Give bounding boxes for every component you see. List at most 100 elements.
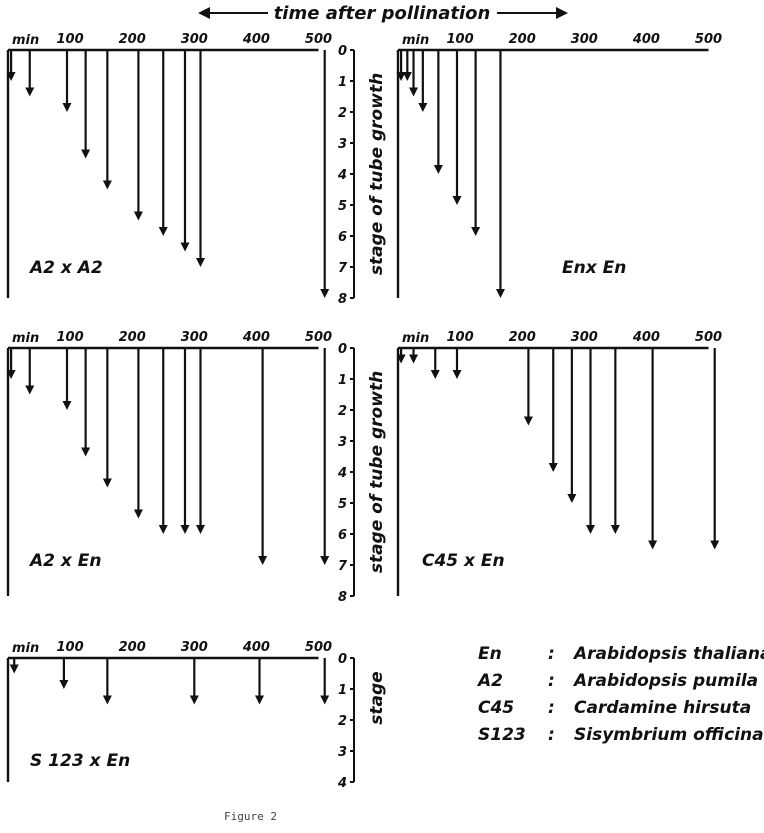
cross-label: Enx En: [562, 258, 626, 278]
growth-arrow-head: [6, 370, 16, 379]
growth-arrow-head: [409, 354, 419, 364]
growth-arrow-head: [62, 103, 72, 112]
min-label: min: [402, 331, 429, 346]
growth-arrow-head: [320, 556, 330, 565]
growth-arrow-head: [586, 525, 596, 534]
x-tick-label: 200: [509, 330, 536, 345]
x-tick-label: 400: [242, 32, 270, 47]
x-tick-label: 500: [305, 640, 332, 655]
stage-axis-title: stage of tube growth: [367, 371, 387, 573]
stage-tick-label: 6: [338, 230, 347, 245]
legend-row: C45: Cardamine hirsuta: [0, 698, 764, 722]
stage-tick-label: 8: [338, 292, 347, 307]
legend-code: C45: [478, 698, 515, 718]
stage-tick-label: 0: [338, 342, 347, 357]
growth-arrow-head: [548, 463, 558, 472]
legend-species: Arabidopsis thaliana: [574, 644, 764, 664]
growth-arrow-head: [9, 664, 19, 674]
growth-arrow-head: [396, 354, 406, 364]
stage-tick-label: 2: [338, 106, 347, 121]
growth-arrow-head: [102, 478, 112, 488]
x-tick-label: 100: [57, 640, 84, 655]
stage-tick-label: 1: [338, 373, 347, 388]
cross-label: A2 x A2: [28, 258, 103, 278]
x-tick-label: 100: [57, 32, 84, 47]
stage-tick-label: 0: [338, 44, 347, 59]
legend-separator: :: [548, 698, 555, 718]
legend-species: Sisymbrium officinale: [574, 725, 764, 745]
header-title: time after pollination: [274, 3, 491, 24]
stage-tick-label: 1: [338, 75, 347, 90]
growth-arrow-head: [255, 695, 265, 705]
x-tick-label: 400: [242, 330, 270, 345]
x-tick-label: 500: [305, 32, 332, 47]
growth-arrow-head: [102, 180, 112, 190]
x-tick-label: 400: [632, 330, 660, 345]
growth-arrow-head: [158, 525, 168, 534]
x-tick-label: 300: [571, 330, 598, 345]
panel-3: min 100 200 300 400 500 A2 x En 0 1 2 3 4 5 6 7 8 stage …: [6, 330, 387, 605]
growth-arrow-head: [610, 525, 620, 534]
growth-arrow-head: [196, 525, 206, 534]
x-tick-label: 300: [181, 32, 208, 47]
growth-arrow-head: [320, 289, 330, 298]
growth-arrow-head: [567, 494, 577, 503]
legend-separator: :: [548, 644, 555, 664]
growth-arrow-head: [320, 695, 330, 705]
stage-tick-label: 5: [338, 497, 347, 512]
cross-label: A2 x En: [28, 551, 102, 571]
growth-arrow-head: [25, 385, 35, 395]
x-tick-label: 200: [509, 32, 536, 47]
legend-code: A2: [478, 671, 503, 691]
growth-arrow-head: [158, 227, 168, 236]
growth-arrow-head: [710, 540, 720, 550]
stage-tick-label: 2: [338, 714, 347, 729]
x-tick-label: 400: [242, 640, 270, 655]
growth-arrow-head: [648, 540, 658, 550]
stage-tick-label: 8: [338, 590, 347, 605]
cross-label: C45 x En: [422, 551, 505, 571]
x-tick-label: 200: [119, 330, 146, 345]
min-label: min: [12, 641, 39, 656]
panel-5: min 100 200 300 400 500 S 123 x En 0 1 2 3 4 stage: [6, 640, 387, 791]
legend-code: S123: [478, 725, 526, 745]
legend-row: A2: Arabidopsis pumila: [0, 671, 764, 695]
growth-arrow-head: [25, 87, 35, 97]
panel-1: min 100 200 300 400 500 A2 x A2 0 1 2 3 4 5 6 7 8 stage …: [6, 32, 387, 307]
stage-tick-label: 4: [337, 776, 347, 791]
growth-arrow-head: [396, 72, 406, 81]
growth-arrow-head: [471, 227, 481, 236]
x-tick-label: 100: [447, 32, 474, 47]
stage-tick-label: 2: [338, 404, 347, 419]
stage-tick-label: 3: [338, 745, 347, 760]
growth-arrow-head: [402, 72, 412, 81]
stage-tick-label: 3: [338, 435, 347, 450]
x-tick-label: 400: [632, 32, 660, 47]
growth-arrow-head: [6, 72, 16, 81]
growth-arrow-head: [133, 509, 143, 519]
growth-arrow-head: [102, 695, 112, 705]
x-tick-label: 500: [695, 330, 722, 345]
header-arrow-left-head: [198, 7, 210, 19]
growth-arrow-head: [523, 416, 533, 426]
growth-arrow-head: [81, 149, 91, 159]
growth-arrow-head: [258, 556, 268, 565]
growth-arrow-head: [180, 525, 190, 534]
x-tick-label: 100: [447, 330, 474, 345]
legend-separator: :: [548, 725, 555, 745]
stage-tick-label: 1: [338, 683, 347, 698]
stage-tick-label: 6: [338, 528, 347, 543]
stage-tick-label: 7: [338, 559, 348, 574]
cross-label: S 123 x En: [30, 751, 130, 771]
growth-arrow-head: [433, 165, 443, 174]
growth-arrow-head: [196, 258, 206, 267]
stage-tick-label: 3: [338, 137, 347, 152]
growth-arrow-head: [133, 211, 143, 221]
x-tick-label: 500: [305, 330, 332, 345]
min-label: min: [402, 33, 429, 48]
header-arrow-right-head: [556, 7, 568, 19]
x-tick-label: 300: [571, 32, 598, 47]
growth-arrow-head: [189, 695, 199, 705]
stage-tick-label: 5: [338, 199, 347, 214]
